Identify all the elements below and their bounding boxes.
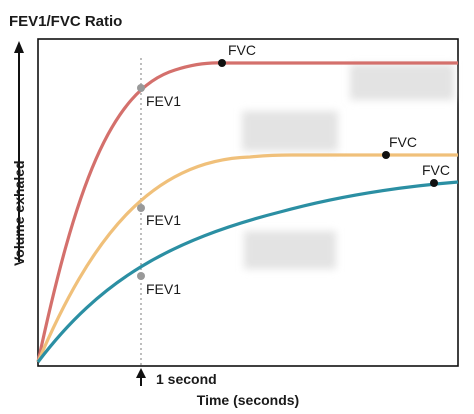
fev1-label-red: FEV1 <box>146 93 181 109</box>
one-second-arrow-head <box>136 368 146 378</box>
y-axis-arrow-head <box>14 41 24 53</box>
redacted-box <box>242 111 338 151</box>
y-axis-label: Volume exhaled <box>11 160 27 266</box>
curve-red <box>36 61 458 363</box>
fvc-marker-teal <box>430 179 438 187</box>
fev1-marker-red <box>137 84 145 92</box>
fvc-label-orange: FVC <box>389 134 417 150</box>
x-axis-label: Time (seconds) <box>197 392 299 408</box>
diagram-title: FEV1/FVC Ratio <box>9 13 122 30</box>
fvc-marker-orange <box>382 151 390 159</box>
plot-frame <box>37 38 459 367</box>
redacted-box <box>350 64 454 100</box>
curve-orange <box>36 153 458 363</box>
curve-teal <box>36 180 459 363</box>
fev1-marker-orange <box>137 204 145 212</box>
redacted-box <box>244 231 336 269</box>
fvc-marker-red <box>218 59 226 67</box>
fev1-label-teal: FEV1 <box>146 281 181 297</box>
fvc-label-teal: FVC <box>422 162 450 178</box>
fev1-label-orange: FEV1 <box>146 212 181 228</box>
one-second-label: 1 second <box>156 371 217 387</box>
fev1-marker-teal <box>137 272 145 280</box>
fvc-label-red: FVC <box>228 42 256 58</box>
